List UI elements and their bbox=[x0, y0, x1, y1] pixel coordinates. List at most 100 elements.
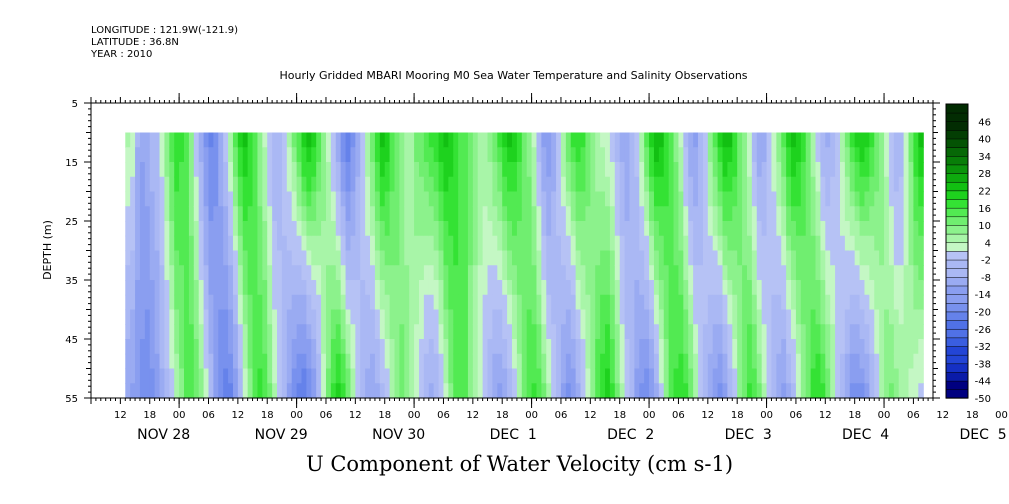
heatmap-cell bbox=[482, 147, 489, 163]
heatmap-cell bbox=[311, 206, 317, 222]
heatmap-cell bbox=[164, 162, 170, 178]
heatmap-cell bbox=[467, 265, 474, 281]
heatmap-cell bbox=[394, 339, 401, 355]
colorbar-label: -26 bbox=[975, 325, 991, 336]
heatmap-cell bbox=[683, 280, 689, 296]
heatmap-cell bbox=[732, 265, 738, 281]
heatmap-cell bbox=[742, 368, 748, 384]
heatmap-cell bbox=[272, 353, 278, 370]
heatmap-cell bbox=[345, 191, 352, 207]
heatmap-cell bbox=[771, 132, 777, 148]
heatmap-cell bbox=[551, 280, 557, 296]
heatmap-cell bbox=[605, 147, 611, 163]
heatmap-cell bbox=[125, 147, 131, 163]
heatmap-cell bbox=[649, 294, 655, 311]
heatmap-cell bbox=[634, 383, 640, 399]
heatmap-cell bbox=[492, 324, 498, 340]
heatmap-cell bbox=[727, 294, 733, 311]
heatmap-cell bbox=[830, 235, 836, 252]
heatmap-cell bbox=[580, 176, 587, 193]
heatmap-cell bbox=[213, 309, 219, 325]
heatmap-cell bbox=[360, 368, 366, 384]
heatmap-cell bbox=[149, 280, 156, 296]
heatmap-cell bbox=[311, 132, 317, 148]
heatmap-cell bbox=[727, 221, 733, 237]
heatmap-cell bbox=[521, 132, 528, 148]
heatmap-cell bbox=[781, 176, 787, 193]
heatmap-cell bbox=[208, 383, 214, 399]
heatmap-cell bbox=[174, 132, 180, 148]
heatmap-cell bbox=[888, 162, 895, 178]
heatmap-cell bbox=[854, 383, 861, 399]
heatmap-cell bbox=[575, 221, 582, 237]
heatmap-cell bbox=[668, 191, 675, 207]
heatmap-cell bbox=[820, 132, 826, 148]
heatmap-cell bbox=[507, 265, 513, 281]
heatmap-cell bbox=[203, 339, 210, 355]
heatmap-cell bbox=[712, 132, 719, 148]
heatmap-cell bbox=[766, 265, 773, 281]
heatmap-cell bbox=[311, 221, 317, 237]
heatmap-cell bbox=[394, 324, 401, 340]
heatmap-cell bbox=[463, 147, 469, 163]
heatmap-cell bbox=[355, 206, 361, 222]
heatmap-cell bbox=[746, 383, 753, 399]
heatmap-cell bbox=[477, 353, 484, 370]
heatmap-cell bbox=[296, 250, 303, 266]
heatmap-cell bbox=[237, 309, 244, 325]
heatmap-cell bbox=[903, 206, 910, 222]
heatmap-cell bbox=[404, 265, 410, 281]
heatmap-cell bbox=[350, 147, 356, 163]
heatmap-cell bbox=[766, 235, 773, 252]
heatmap-cell bbox=[198, 353, 205, 370]
heatmap-cell bbox=[556, 191, 562, 207]
heatmap-cell bbox=[634, 235, 640, 252]
heatmap-cell bbox=[458, 162, 464, 178]
x-hour-label: 00 bbox=[995, 410, 1008, 421]
heatmap-cell bbox=[193, 206, 200, 222]
heatmap-cell bbox=[203, 191, 210, 207]
heatmap-cell bbox=[232, 221, 239, 237]
heatmap-cell bbox=[198, 191, 205, 207]
heatmap-cell bbox=[365, 339, 371, 355]
heatmap-cell bbox=[629, 353, 635, 370]
heatmap-cell bbox=[164, 383, 170, 399]
heatmap-cell bbox=[541, 294, 547, 311]
heatmap-cell bbox=[394, 176, 401, 193]
heatmap-cell bbox=[619, 162, 626, 178]
heatmap-cell bbox=[791, 368, 797, 384]
heatmap-cell bbox=[663, 280, 670, 296]
heatmap-cell bbox=[639, 368, 645, 384]
heatmap-cell bbox=[800, 309, 807, 325]
heatmap-cell bbox=[497, 294, 503, 311]
heatmap-cell bbox=[521, 353, 528, 370]
heatmap-cell bbox=[306, 383, 312, 399]
heatmap-cell bbox=[516, 206, 523, 222]
heatmap-cell bbox=[575, 383, 582, 399]
heatmap-cell bbox=[404, 176, 410, 193]
heatmap-cell bbox=[433, 162, 440, 178]
heatmap-cell bbox=[335, 353, 342, 370]
heatmap-cell bbox=[903, 280, 910, 296]
heatmap-cell bbox=[428, 206, 435, 222]
heatmap-cell bbox=[374, 250, 381, 266]
heatmap-cell bbox=[247, 191, 254, 207]
heatmap-cell bbox=[208, 250, 214, 266]
heatmap-cell bbox=[712, 339, 719, 355]
heatmap-cell bbox=[296, 368, 303, 384]
heatmap-cell bbox=[448, 191, 454, 207]
heatmap-cell bbox=[884, 280, 890, 296]
heatmap-cell bbox=[712, 191, 719, 207]
heatmap-cell bbox=[556, 339, 562, 355]
x-hour-label: 18 bbox=[496, 410, 509, 421]
heatmap-cell bbox=[746, 132, 753, 148]
heatmap-cell bbox=[614, 206, 621, 222]
heatmap-cell bbox=[605, 339, 611, 355]
heatmap-cell bbox=[649, 147, 655, 163]
heatmap-cell bbox=[707, 162, 714, 178]
heatmap-cell bbox=[624, 235, 631, 252]
heatmap-cell bbox=[135, 368, 141, 384]
heatmap-cell bbox=[683, 339, 689, 355]
heatmap-cell bbox=[286, 353, 293, 370]
heatmap-cell bbox=[727, 353, 733, 370]
